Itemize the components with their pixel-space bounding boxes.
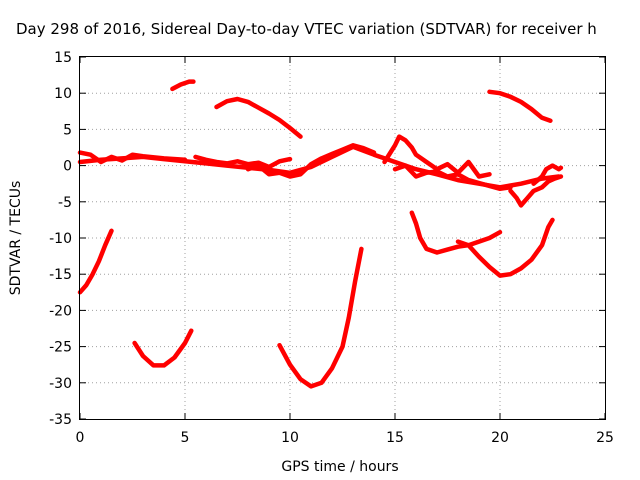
sdtvar-series-trace [392, 163, 513, 192]
sdtvar-series-trace [508, 174, 564, 208]
y-tick-label: 5 [63, 122, 72, 138]
y-tick-label: -10 [49, 231, 72, 247]
sdtvar-series-trace [409, 210, 503, 255]
sdtvar-series-trace [132, 328, 194, 368]
y-tick-label: 10 [54, 86, 72, 102]
sdtvar-series-trace [277, 246, 364, 389]
x-tick-label: 20 [491, 430, 509, 446]
x-axis-label: GPS time / hours [281, 459, 398, 475]
y-tick-label: -25 [49, 340, 72, 356]
grid [80, 57, 605, 419]
ticks: 0 5 10 15 20 25 -35 -30 -25 -20 -15 -10 -5 0 5 10 15 [49, 50, 614, 446]
chart-title: Day 298 of 2016, Sidereal Day-to-day VTE… [16, 20, 597, 38]
sdtvar-series-trace [193, 154, 293, 170]
series-layer [77, 79, 564, 389]
x-tick-label: 10 [281, 430, 299, 446]
y-tick-label: -20 [49, 303, 72, 319]
y-tick-label: 0 [63, 159, 72, 175]
y-tick-label: 15 [54, 50, 72, 66]
y-tick-label: -35 [49, 412, 72, 428]
x-tick-label: 25 [596, 430, 614, 446]
y-tick-label: -5 [58, 195, 72, 211]
sdtvar-series-trace [77, 228, 114, 295]
sdtvar-series-trace [77, 150, 188, 165]
sdtvar-series-trace [455, 217, 555, 278]
y-tick-label: -15 [49, 267, 72, 283]
x-tick-label: 5 [181, 430, 190, 446]
plot-frame [79, 56, 606, 420]
sdtvar-series-trace [170, 79, 196, 92]
sdtvar-series-trace [77, 144, 562, 190]
sdtvar-series-trace [382, 134, 492, 179]
sdtvar-series-trace [245, 143, 377, 179]
x-tick-label: 15 [386, 430, 404, 446]
sdtvar-series-trace [214, 96, 303, 139]
y-axis-label: SDTVAR / TECUs [8, 181, 24, 296]
sdtvar-series-trace [487, 89, 553, 123]
sdtvar-series-trace [531, 163, 564, 186]
x-tick-label: 0 [76, 430, 85, 446]
y-tick-label: -30 [49, 376, 72, 392]
